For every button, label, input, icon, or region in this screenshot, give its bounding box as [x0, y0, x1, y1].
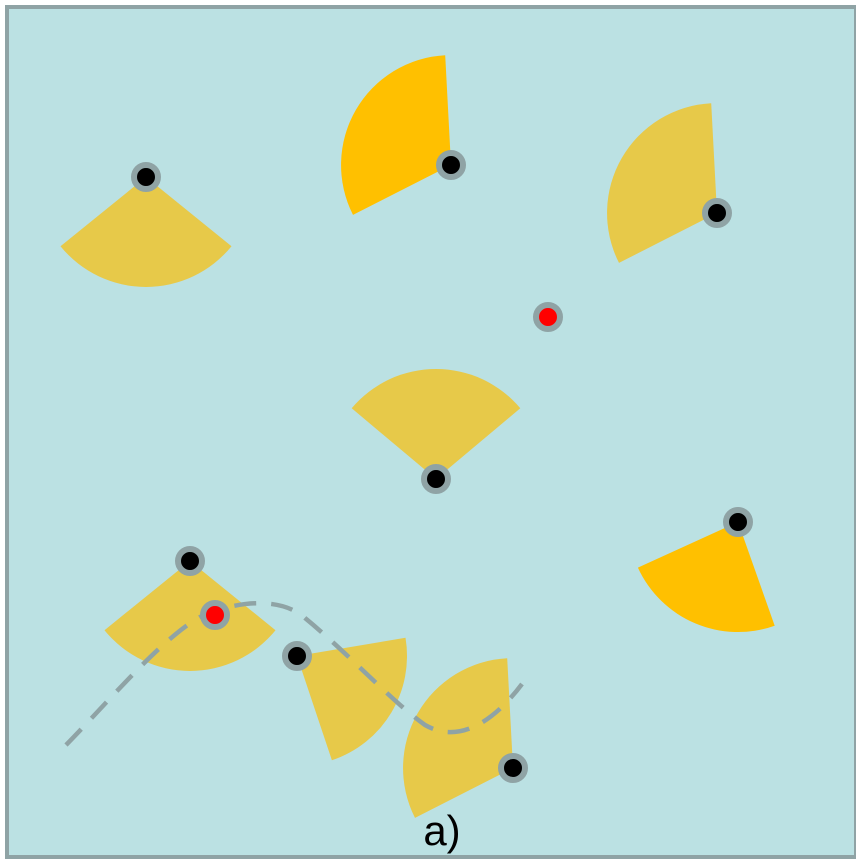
sensor-node-s4: [421, 464, 451, 494]
sensor-node-s6: [282, 641, 312, 671]
sensor-node-s7: [175, 546, 205, 576]
sensor-node-s2: [436, 150, 466, 180]
coverage-sector-s7: [104, 561, 276, 671]
coverage-sectors: [60, 55, 775, 818]
sensor-node-s5: [723, 507, 753, 537]
target-node-t1: [533, 302, 563, 332]
coverage-sector-s2: [341, 55, 451, 215]
sensor-nodes: [131, 150, 753, 783]
sensor-node-s1: [131, 162, 161, 192]
coverage-sector-s6: [297, 637, 408, 761]
coverage-sector-s4: [351, 368, 521, 479]
coverage-sector-s8: [403, 658, 513, 818]
target-node-t2: [200, 600, 230, 630]
coverage-sector-s3: [607, 103, 717, 263]
coverage-sector-s1: [60, 177, 232, 287]
sensor-node-s8: [498, 753, 528, 783]
target-nodes: [200, 302, 563, 630]
coverage-sector-s5: [637, 522, 775, 633]
target-trajectory-path: [64, 600, 524, 747]
sensor-node-s3: [702, 198, 732, 228]
figure-caption: a): [423, 807, 460, 854]
